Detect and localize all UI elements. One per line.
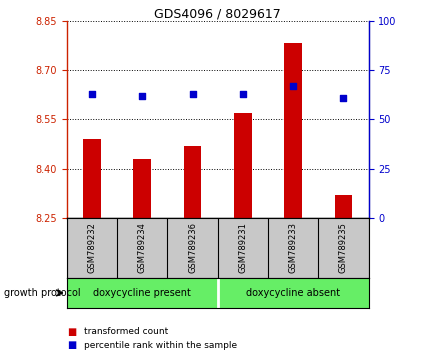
Text: growth protocol: growth protocol (4, 288, 81, 298)
Text: ■: ■ (67, 340, 76, 350)
Point (239, 91, 246, 97)
Text: percentile rank within the sample: percentile rank within the sample (84, 341, 236, 350)
Text: ■: ■ (67, 327, 76, 337)
Point (339, 95, 346, 101)
Text: GSM789232: GSM789232 (87, 222, 96, 273)
Text: GSM789235: GSM789235 (338, 222, 347, 273)
Text: GSM789236: GSM789236 (187, 222, 197, 273)
Text: GSM789231: GSM789231 (238, 222, 247, 273)
Bar (83, 139, 101, 218)
Point (189, 91, 196, 97)
Text: GSM789234: GSM789234 (138, 222, 146, 273)
Bar (334, 195, 351, 218)
Bar (233, 113, 251, 218)
Bar (183, 145, 201, 218)
Point (88, 91, 95, 97)
Text: doxycycline present: doxycycline present (93, 288, 191, 298)
Bar (133, 159, 150, 218)
Title: GDS4096 / 8029617: GDS4096 / 8029617 (154, 7, 280, 20)
Bar (284, 42, 301, 218)
Text: doxycycline absent: doxycycline absent (246, 288, 339, 298)
Text: GSM789233: GSM789233 (288, 222, 297, 273)
Text: transformed count: transformed count (84, 327, 168, 336)
Point (289, 83, 296, 89)
Point (138, 93, 145, 99)
